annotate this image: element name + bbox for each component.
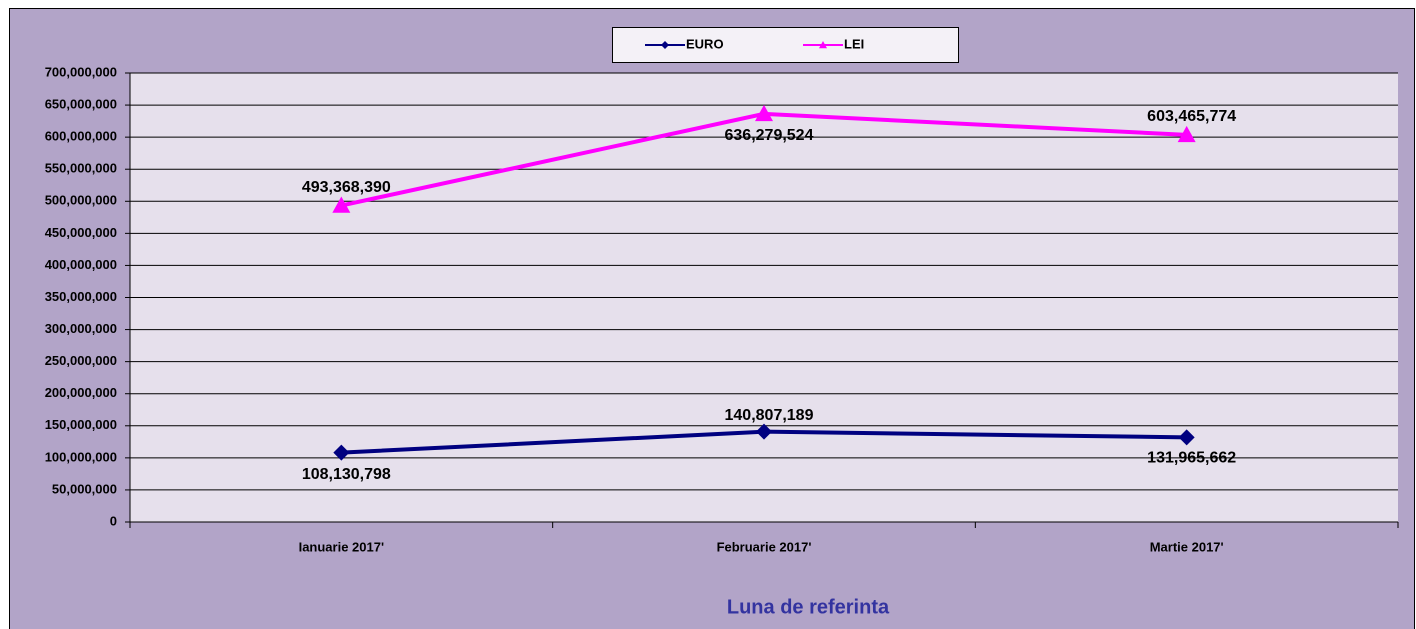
y-tick-label: 100,000,000 bbox=[45, 449, 117, 464]
y-tick-label: 700,000,000 bbox=[45, 64, 117, 79]
marker bbox=[755, 104, 773, 122]
marker bbox=[1178, 429, 1195, 446]
y-tick-label: 250,000,000 bbox=[45, 353, 117, 368]
marker bbox=[819, 41, 827, 49]
y-tick-label: 0 bbox=[110, 513, 117, 528]
marker bbox=[661, 41, 669, 49]
marker bbox=[333, 444, 350, 461]
y-tick-label: 600,000,000 bbox=[45, 129, 117, 144]
marker bbox=[756, 423, 772, 440]
data-label: 131,965,662 bbox=[1147, 450, 1236, 467]
data-label: 493,368,390 bbox=[302, 179, 391, 196]
marker bbox=[1177, 125, 1196, 143]
legend-label: LEI bbox=[844, 36, 864, 51]
x-tick-label: Februarie 2017' bbox=[717, 539, 812, 554]
data-label: 636,279,524 bbox=[725, 127, 814, 144]
legend bbox=[612, 27, 959, 63]
x-tick-label: Martie 2017' bbox=[1150, 539, 1224, 554]
y-tick-label: 550,000,000 bbox=[45, 161, 117, 176]
legend-label: EURO bbox=[686, 36, 724, 51]
y-tick-label: 300,000,000 bbox=[45, 321, 117, 336]
y-tick-label: 150,000,000 bbox=[45, 417, 117, 432]
data-label: 108,130,798 bbox=[302, 466, 391, 483]
data-label: 603,465,774 bbox=[1147, 108, 1236, 125]
y-tick-label: 500,000,000 bbox=[45, 193, 117, 208]
y-tick-label: 450,000,000 bbox=[45, 225, 117, 240]
x-axis-title: Luna de referinta bbox=[727, 596, 890, 618]
y-tick-label: 200,000,000 bbox=[45, 385, 117, 400]
data-label: 140,807,189 bbox=[725, 407, 814, 424]
y-tick-label: 350,000,000 bbox=[45, 289, 117, 304]
marker bbox=[332, 196, 351, 213]
y-tick-label: 650,000,000 bbox=[45, 97, 117, 112]
x-tick-label: Ianuarie 2017' bbox=[299, 539, 384, 554]
y-tick-label: 50,000,000 bbox=[52, 481, 117, 496]
y-tick-label: 400,000,000 bbox=[45, 257, 117, 272]
